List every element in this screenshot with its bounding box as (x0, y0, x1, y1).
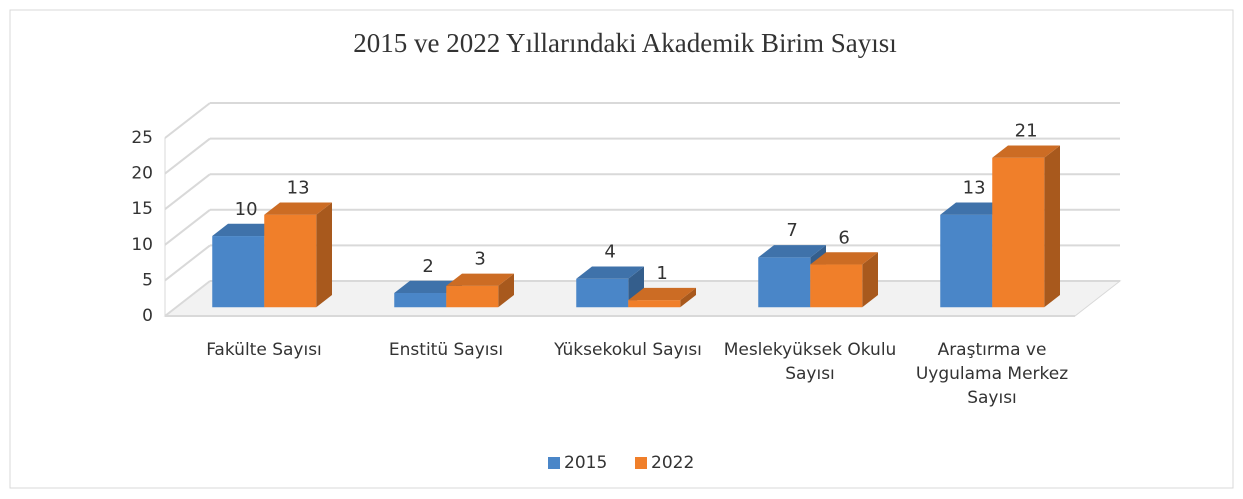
bar-top (264, 202, 332, 215)
grid-line (164, 137, 211, 175)
grid-line (164, 209, 211, 246)
y-tick-label: 25 (131, 128, 153, 148)
x-tick-label: Enstitü Sayısı (388, 340, 504, 360)
data-label: 2 (422, 256, 433, 277)
data-label: 7 (786, 220, 797, 241)
x-tick-label: Meslekyüksek Okulu Sayısı (723, 340, 897, 384)
y-tick-label: 10 (131, 235, 153, 255)
bar-side (316, 202, 332, 308)
bar-top (940, 202, 1008, 215)
data-label: 6 (838, 227, 849, 248)
bar-top (446, 273, 514, 286)
bar (940, 214, 993, 308)
grid-line (164, 173, 211, 210)
bar-top (628, 287, 696, 301)
bar (576, 278, 629, 308)
x-tick-label: Yüksekokul Sayısı (554, 340, 702, 360)
data-label: 21 (1015, 120, 1038, 141)
y-tick-label: 15 (131, 199, 153, 219)
bar (446, 285, 499, 308)
bar (758, 257, 811, 308)
x-tick-label: Araştırma ve Uygulama Merkez Sayısı (915, 340, 1074, 408)
y-tick-label: 5 (142, 270, 153, 290)
grid-line (164, 244, 211, 282)
data-label: 3 (474, 249, 485, 270)
bar-side (862, 252, 878, 308)
bar-side (1044, 145, 1060, 308)
bar (992, 157, 1045, 308)
bar (394, 293, 447, 308)
y-tick-label: 20 (131, 164, 153, 184)
chart-title: 2015 ve 2022 Yıllarındaki Akademik Birim… (353, 28, 896, 58)
legend-swatch (548, 457, 560, 469)
legend-label: 2015 (564, 453, 607, 473)
data-label: 1 (656, 263, 667, 284)
bar-top (576, 266, 644, 279)
bar-top (394, 280, 462, 294)
bar (810, 264, 863, 308)
data-label: 13 (287, 177, 310, 198)
bar (628, 300, 681, 308)
grid-line (164, 280, 211, 317)
bar-side (680, 287, 696, 308)
bar (212, 236, 265, 308)
legend-label: 2022 (651, 453, 694, 473)
bar-top (212, 223, 280, 237)
legend-swatch (635, 457, 647, 469)
data-label: 13 (963, 177, 986, 198)
y-tick-label: 0 (142, 306, 153, 326)
bar-side (498, 273, 514, 308)
bar-top (810, 252, 878, 265)
bar-top (992, 145, 1060, 158)
x-tick-label: Fakülte Sayısı (206, 340, 322, 360)
data-label: 10 (235, 199, 258, 220)
data-label: 4 (604, 242, 615, 263)
bar (264, 214, 317, 308)
bar-top (758, 245, 826, 258)
grid-line (164, 102, 211, 139)
